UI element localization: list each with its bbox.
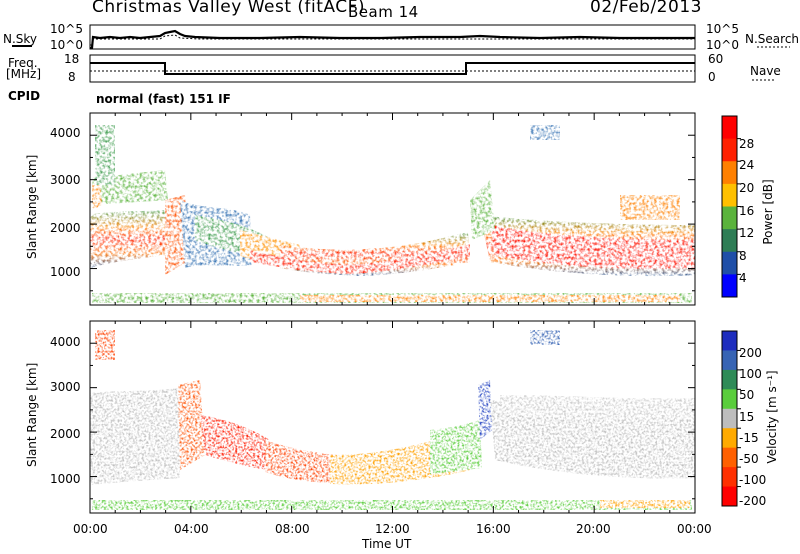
power-cbar-tick-20: 20	[739, 181, 755, 195]
power-colorbar	[721, 115, 741, 298]
nave-tick-bottom: 0	[708, 70, 716, 84]
xtick-1200: 12:00	[375, 522, 410, 536]
velocity-ytick-2000: 2000	[50, 427, 81, 441]
power-cbar-tick-16: 16	[739, 204, 755, 218]
colorbar-swatch	[722, 229, 737, 253]
xtick-1600: 16:00	[476, 522, 511, 536]
freq-tick-bottom: 8	[68, 70, 76, 84]
freq-panel-frame	[89, 54, 696, 83]
freq-tick-top: 18	[64, 52, 80, 66]
cpid-label: CPID	[8, 89, 41, 103]
cpid-value: normal (fast) 151 IF	[96, 92, 231, 106]
velocity-cbar-tick-50: 50	[739, 388, 755, 402]
power-ytick-2000: 2000	[50, 221, 81, 235]
colorbar-swatch	[722, 389, 737, 410]
xlabel: Time UT	[362, 537, 412, 551]
power-cbar-tick-12: 12	[739, 226, 755, 240]
noise-left-tick-top: 10^5	[50, 22, 83, 36]
power-cbar-tick-8: 8	[739, 249, 747, 263]
velocity-cbar-tick-100: 100	[739, 367, 762, 381]
power-cbar-tick-28: 28	[739, 137, 755, 151]
colorbar-swatch	[722, 447, 737, 468]
velocity-colorbar	[721, 330, 741, 507]
noise-right-tick-bottom: 10^0	[706, 38, 739, 52]
colorbar-swatch	[722, 161, 737, 185]
power-cbar-tick-4: 4	[739, 271, 747, 285]
velocity-cbar-tick-m200: -200	[739, 494, 767, 508]
freq-line	[90, 62, 695, 75]
power-ytick-4000: 4000	[50, 126, 81, 140]
noise-search-line	[90, 34, 695, 46]
noise-search-label: N.Search	[745, 32, 800, 46]
power-cbar-label: Power [dB]	[761, 179, 775, 245]
power-panel	[89, 112, 696, 306]
velocity-ylabel: Slant Range [km]	[25, 362, 39, 467]
velocity-cbar-tick-m100: -100	[739, 473, 767, 487]
date-label: 02/Feb/2013	[590, 0, 702, 17]
velocity-cbar-tick-15: 15	[739, 410, 755, 424]
colorbar-swatch	[722, 206, 737, 230]
velocity-ytick-3000: 3000	[50, 380, 81, 394]
colorbar-swatch	[722, 183, 737, 207]
velocity-ytick-4000: 4000	[50, 335, 81, 349]
colorbar-swatch	[722, 138, 737, 162]
beam-label: Beam 14	[348, 3, 419, 21]
colorbar-swatch	[722, 408, 737, 429]
xtick-2000: 20:00	[576, 522, 611, 536]
nave-tick-top: 60	[708, 52, 724, 66]
colorbar-swatch	[722, 467, 737, 488]
velocity-ytick-1000: 1000	[50, 472, 81, 486]
colorbar-swatch	[722, 428, 737, 449]
noise-sky-label: N.Sky	[3, 32, 38, 46]
xtick-0800: 08:00	[275, 522, 310, 536]
velocity-cbar-tick-m15: -15	[739, 431, 759, 445]
power-ytick-1000: 1000	[50, 265, 81, 279]
xtick-0000: 00:00	[73, 522, 108, 536]
xtick-2400: 00:00	[677, 522, 712, 536]
noise-right-tick-top: 10^5	[706, 22, 739, 36]
noise-left-tick-bottom: 10^0	[50, 38, 83, 52]
colorbar-swatch	[722, 331, 737, 351]
power-cbar-tick-24: 24	[739, 158, 755, 172]
colorbar-swatch	[722, 350, 737, 371]
colorbar-swatch	[722, 116, 737, 140]
colorbar-swatch	[722, 274, 737, 298]
station-title: Christmas Valley West (fitACF)	[92, 0, 366, 17]
velocity-cbar-label: Velocity [m s⁻¹]	[765, 370, 779, 464]
velocity-panel	[89, 320, 696, 514]
velocity-cbar-tick-200: 200	[739, 346, 762, 360]
freq-label-line2: [MHz]	[6, 67, 42, 81]
power-ylabel: Slant Range [km]	[25, 154, 39, 259]
colorbar-swatch	[722, 369, 737, 390]
noise-sky-line	[90, 29, 695, 50]
freq-label-line1: Freq.	[8, 56, 38, 70]
power-ytick-3000: 3000	[50, 173, 81, 187]
colorbar-swatch	[722, 251, 737, 275]
colorbar-swatch	[722, 486, 737, 507]
velocity-cbar-tick-m50: -50	[739, 452, 759, 466]
xtick-0400: 04:00	[174, 522, 209, 536]
nave-label: Nave	[750, 64, 781, 78]
